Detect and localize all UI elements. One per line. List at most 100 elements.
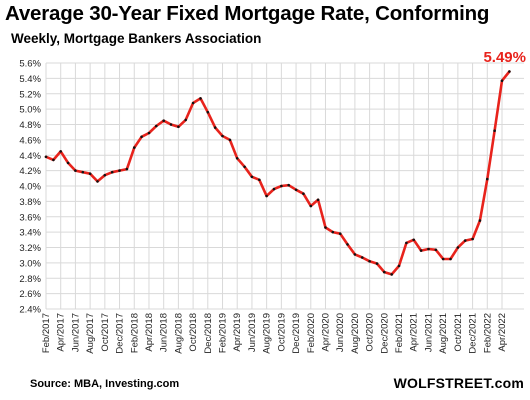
data-point	[191, 101, 195, 105]
x-tick-label: Apr/2017	[56, 313, 67, 352]
data-point	[184, 118, 187, 122]
x-tick-label: Feb/2021	[394, 313, 405, 353]
data-point	[221, 134, 224, 138]
chart-subtitle: Weekly, Mortgage Bankers Association	[11, 31, 262, 46]
x-tick-label: Aug/2019	[262, 313, 273, 354]
x-tick-label: Aug/2017	[85, 313, 96, 354]
data-point	[449, 257, 452, 261]
x-tick-label: Apr/2021	[409, 313, 420, 352]
data-point	[486, 177, 489, 181]
x-tick-label: Oct/2021	[453, 313, 464, 352]
x-tick-label: Jun/2020	[335, 313, 346, 352]
chart-title: Average 30-Year Fixed Mortgage Rate, Con…	[5, 2, 490, 25]
data-point	[243, 165, 246, 169]
source-note: Source: MBA, Investing.com	[30, 378, 180, 390]
callout-group: 5.49%	[483, 49, 526, 66]
x-tick-label: Oct/2020	[365, 313, 376, 352]
data-point	[52, 158, 55, 162]
data-point	[258, 178, 261, 182]
y-axis: 5.6% 5.4% 5.2% 5.0% 4.8% 4.6% 4.4% 4.2% 4.0% 3.8%…	[19, 59, 41, 316]
data-point	[353, 253, 357, 256]
x-axis: Feb/2017 Apr/2017 Jun/2017 Aug/2017 Oct/2017…	[41, 313, 508, 354]
x-tick-label: Aug/2021	[438, 313, 449, 354]
data-point	[434, 248, 438, 252]
data-point	[199, 97, 202, 100]
data-point	[361, 256, 364, 259]
y-tick-label: 3.6%	[19, 212, 41, 223]
y-tick-label: 2.6%	[19, 289, 41, 300]
data-point	[125, 167, 129, 171]
data-point	[147, 131, 151, 135]
data-point	[508, 70, 511, 73]
x-tick-label: Feb/2022	[482, 313, 493, 353]
data-point	[309, 204, 313, 208]
x-tick-label: Oct/2018	[188, 313, 199, 352]
x-tick-label: Feb/2018	[129, 313, 140, 353]
y-tick-label: 2.4%	[19, 305, 41, 316]
last-value-callout: 5.49%	[483, 49, 526, 66]
data-point	[155, 124, 158, 128]
x-tick-label: Apr/2019	[232, 313, 243, 352]
data-point	[316, 198, 320, 202]
data-point	[383, 270, 386, 274]
data-point	[81, 170, 85, 174]
x-tick-label: Apr/2020	[320, 313, 331, 352]
data-point	[412, 238, 416, 242]
data-point	[463, 239, 467, 242]
data-point	[88, 172, 92, 175]
rate-series	[44, 70, 511, 276]
y-tick-label: 4.0%	[19, 182, 41, 193]
data-point	[471, 237, 474, 241]
x-tick-label: Feb/2019	[218, 313, 229, 353]
x-tick-label: Feb/2017	[41, 313, 52, 353]
data-point	[397, 264, 401, 268]
x-tick-label: Apr/2018	[144, 313, 155, 352]
data-point	[280, 184, 283, 188]
x-tick-label: Dec/2017	[115, 313, 126, 354]
data-point	[272, 187, 276, 191]
data-point	[338, 232, 342, 235]
x-tick-label: Jun/2019	[247, 313, 258, 352]
x-tick-label: Feb/2020	[306, 313, 317, 353]
data-point	[228, 138, 232, 142]
data-point	[390, 273, 394, 276]
data-point	[302, 192, 305, 195]
y-tick-label: 5.4%	[19, 74, 41, 85]
x-tick-label: Jun/2018	[159, 313, 170, 352]
y-tick-label: 3.0%	[19, 258, 41, 269]
data-point	[140, 135, 143, 139]
x-tick-label: Dec/2021	[468, 313, 479, 354]
data-point	[287, 183, 291, 187]
data-point	[346, 243, 349, 246]
y-tick-label: 3.8%	[19, 197, 41, 208]
x-tick-label: Jun/2021	[423, 313, 434, 352]
data-point	[500, 79, 504, 82]
data-point	[375, 262, 379, 265]
x-tick-label: Jun/2017	[70, 313, 81, 352]
data-point	[103, 173, 107, 177]
x-tick-label: Oct/2017	[100, 313, 111, 352]
y-tick-label: 3.2%	[19, 243, 41, 254]
data-point	[133, 146, 136, 149]
grid-lines	[45, 62, 524, 310]
y-tick-label: 5.6%	[19, 59, 41, 70]
brand-logo: WOLFSTREET.com	[393, 375, 524, 391]
y-tick-label: 4.6%	[19, 135, 41, 146]
x-tick-label: Aug/2018	[173, 313, 184, 354]
data-point	[235, 157, 239, 160]
data-point	[493, 129, 496, 132]
data-point	[169, 123, 173, 126]
y-tick-label: 5.2%	[19, 89, 41, 100]
data-point	[118, 169, 121, 172]
y-tick-label: 4.8%	[19, 120, 41, 131]
x-tick-label: Apr/2022	[497, 313, 508, 352]
data-point	[206, 110, 210, 114]
x-tick-label: Oct/2019	[276, 313, 287, 352]
data-point	[405, 241, 408, 245]
y-tick-label: 3.4%	[19, 228, 41, 239]
x-tick-label: Dec/2018	[203, 313, 214, 354]
data-point	[478, 219, 482, 222]
data-point	[250, 175, 254, 179]
data-point	[456, 246, 460, 249]
data-point	[44, 155, 48, 159]
